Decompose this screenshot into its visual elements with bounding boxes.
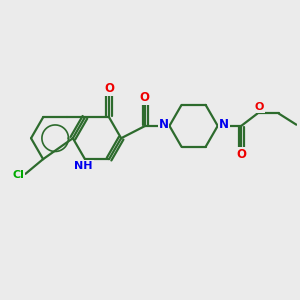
Text: O: O — [140, 92, 150, 104]
Text: Cl: Cl — [12, 170, 24, 180]
Text: O: O — [236, 148, 246, 161]
Text: O: O — [254, 102, 264, 112]
Text: N: N — [158, 118, 169, 131]
Text: N: N — [219, 118, 229, 131]
Text: O: O — [104, 82, 114, 95]
Text: NH: NH — [74, 160, 93, 171]
